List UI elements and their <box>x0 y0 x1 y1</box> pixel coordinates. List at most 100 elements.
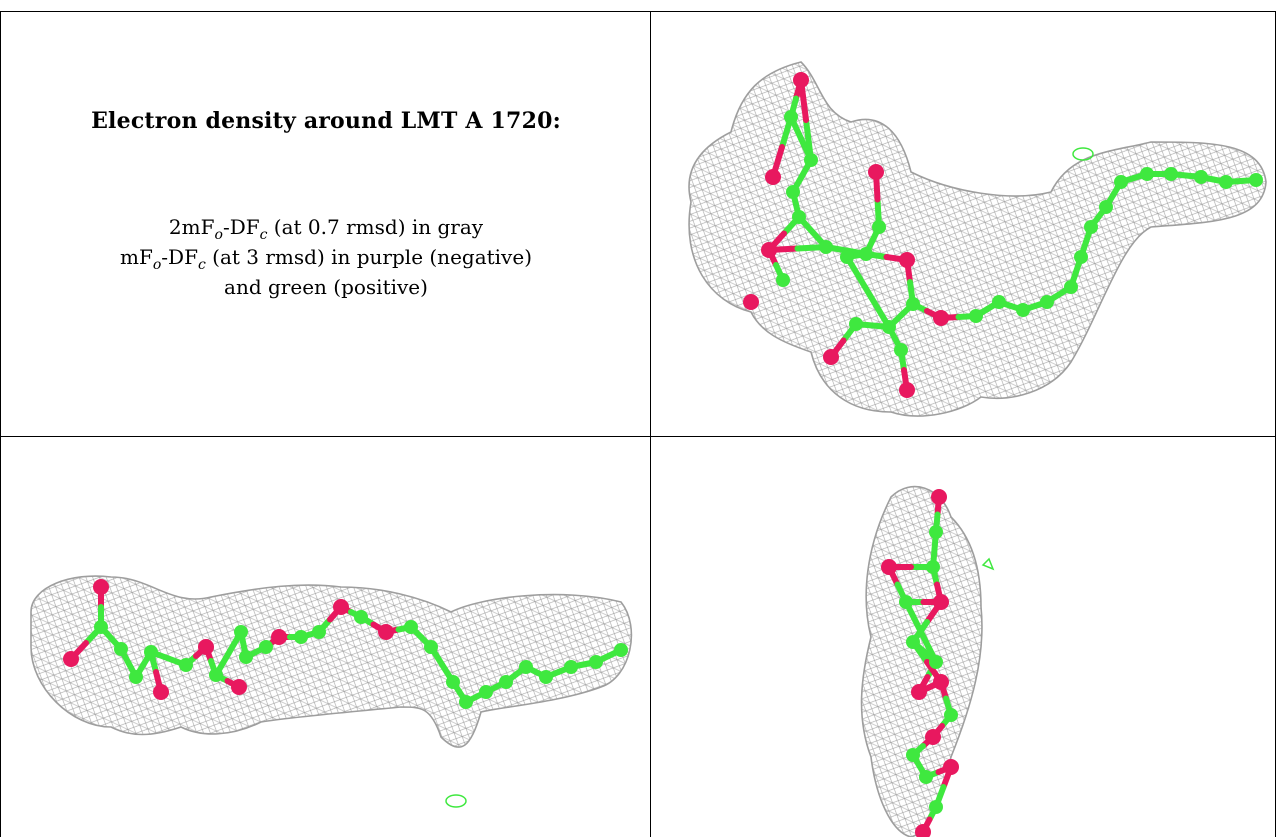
legend-text: (at 3 rmsd) in purple (negative) <box>206 245 532 269</box>
carbon-atom <box>919 770 933 784</box>
oxygen-atom <box>93 579 109 595</box>
carbon-atom <box>499 675 513 689</box>
carbon-atom <box>944 708 958 722</box>
carbon-atom <box>209 668 223 682</box>
legend-term-b: -DF <box>223 215 260 239</box>
density-image-view-3 <box>651 437 1275 837</box>
caption-title: Electron density around LMT A 1720: <box>1 108 650 134</box>
carbon-atom <box>1016 303 1030 317</box>
carbon-atom <box>129 670 143 684</box>
carbon-atom <box>144 645 158 659</box>
density-image-view-2 <box>1 437 650 837</box>
carbon-atom <box>94 620 108 634</box>
oxygen-atom <box>899 382 915 398</box>
carbon-atom <box>446 675 460 689</box>
carbon-atom <box>929 800 943 814</box>
carbon-atom <box>424 640 438 654</box>
oxygen-atom <box>868 164 884 180</box>
positive-density-blob <box>983 559 993 569</box>
carbon-atom <box>519 660 533 674</box>
carbon-atom <box>969 309 983 323</box>
oxygen-atom <box>933 310 949 326</box>
carbon-atom <box>992 295 1006 309</box>
electron-density-mesh <box>862 487 982 837</box>
carbon-atom <box>1194 170 1208 184</box>
carbon-atom <box>234 625 248 639</box>
oxygen-atom <box>198 639 214 655</box>
oxygen-atom <box>943 759 959 775</box>
carbon-atom <box>1084 220 1098 234</box>
density-image-view-1 <box>651 12 1275 436</box>
legend-text: (at 0.7 rmsd) in gray <box>267 215 483 239</box>
carbon-atom <box>776 273 790 287</box>
carbon-atom <box>804 153 818 167</box>
carbon-atom <box>926 560 940 574</box>
carbon-atom <box>294 630 308 644</box>
carbon-atom <box>259 640 273 654</box>
legend-line-mfo: mFo-DFc (at 3 rmsd) in purple (negative) <box>1 242 650 272</box>
molecule-density-view-1 <box>651 12 1275 436</box>
carbon-atom <box>906 297 920 311</box>
positive-density-blob <box>1073 148 1093 160</box>
carbon-atom <box>840 250 854 264</box>
caption-legend: 2mFo-DFc (at 0.7 rmsd) in gray mFo-DFc (… <box>1 212 650 302</box>
legend-line-2mfo: 2mFo-DFc (at 0.7 rmsd) in gray <box>1 212 650 242</box>
carbon-atom <box>929 525 943 539</box>
oxygen-atom <box>63 651 79 667</box>
carbon-atom <box>459 695 473 709</box>
carbon-atom <box>1099 200 1113 214</box>
carbon-atom <box>1140 167 1154 181</box>
carbon-atom <box>1040 295 1054 309</box>
oxygen-atom <box>911 684 927 700</box>
oxygen-atom <box>765 169 781 185</box>
carbon-atom <box>1114 175 1128 189</box>
oxygen-atom <box>271 629 287 645</box>
oxygen-atom <box>743 294 759 310</box>
carbon-atom <box>354 610 368 624</box>
carbon-atom <box>786 185 800 199</box>
carbon-atom <box>479 685 493 699</box>
carbon-atom <box>899 595 913 609</box>
molecule-density-view-2 <box>1 437 650 837</box>
oxygen-atom <box>378 624 394 640</box>
carbon-atom <box>114 642 128 656</box>
carbon-atom <box>239 650 253 664</box>
legend-term-a: mF <box>120 245 153 269</box>
oxygen-atom <box>761 242 777 258</box>
carbon-atom <box>819 240 833 254</box>
oxygen-atom <box>881 559 897 575</box>
carbon-atom <box>1064 280 1078 294</box>
carbon-atom <box>1164 167 1178 181</box>
carbon-atom <box>1074 250 1088 264</box>
legend-sub-o: o <box>215 227 223 243</box>
carbon-atom <box>906 635 920 649</box>
carbon-atom <box>849 317 863 331</box>
legend-sub-c: c <box>198 257 206 273</box>
carbon-atom <box>882 320 896 334</box>
carbon-atom <box>589 655 603 669</box>
oxygen-atom <box>931 489 947 505</box>
oxygen-atom <box>899 252 915 268</box>
oxygen-atom <box>333 599 349 615</box>
carbon-atom <box>1249 173 1263 187</box>
molecule-density-view-3 <box>651 437 1275 837</box>
carbon-atom <box>929 655 943 669</box>
electron-density-mesh <box>31 576 631 747</box>
carbon-atom <box>539 670 553 684</box>
carbon-atom <box>792 210 806 224</box>
carbon-atom <box>1219 175 1233 189</box>
legend-line-positive: and green (positive) <box>1 272 650 302</box>
oxygen-atom <box>231 679 247 695</box>
oxygen-atom <box>823 349 839 365</box>
carbon-atom <box>784 110 798 124</box>
legend-term-a: 2mF <box>169 215 215 239</box>
positive-density-blob <box>446 795 466 807</box>
carbon-atom <box>179 658 193 672</box>
carbon-atom <box>872 220 886 234</box>
carbon-atom <box>614 643 628 657</box>
carbon-atom <box>312 625 326 639</box>
oxygen-atom <box>925 729 941 745</box>
oxygen-atom <box>153 684 169 700</box>
carbon-atom <box>404 620 418 634</box>
caption-cell: Electron density around LMT A 1720: 2mFo… <box>1 12 650 436</box>
